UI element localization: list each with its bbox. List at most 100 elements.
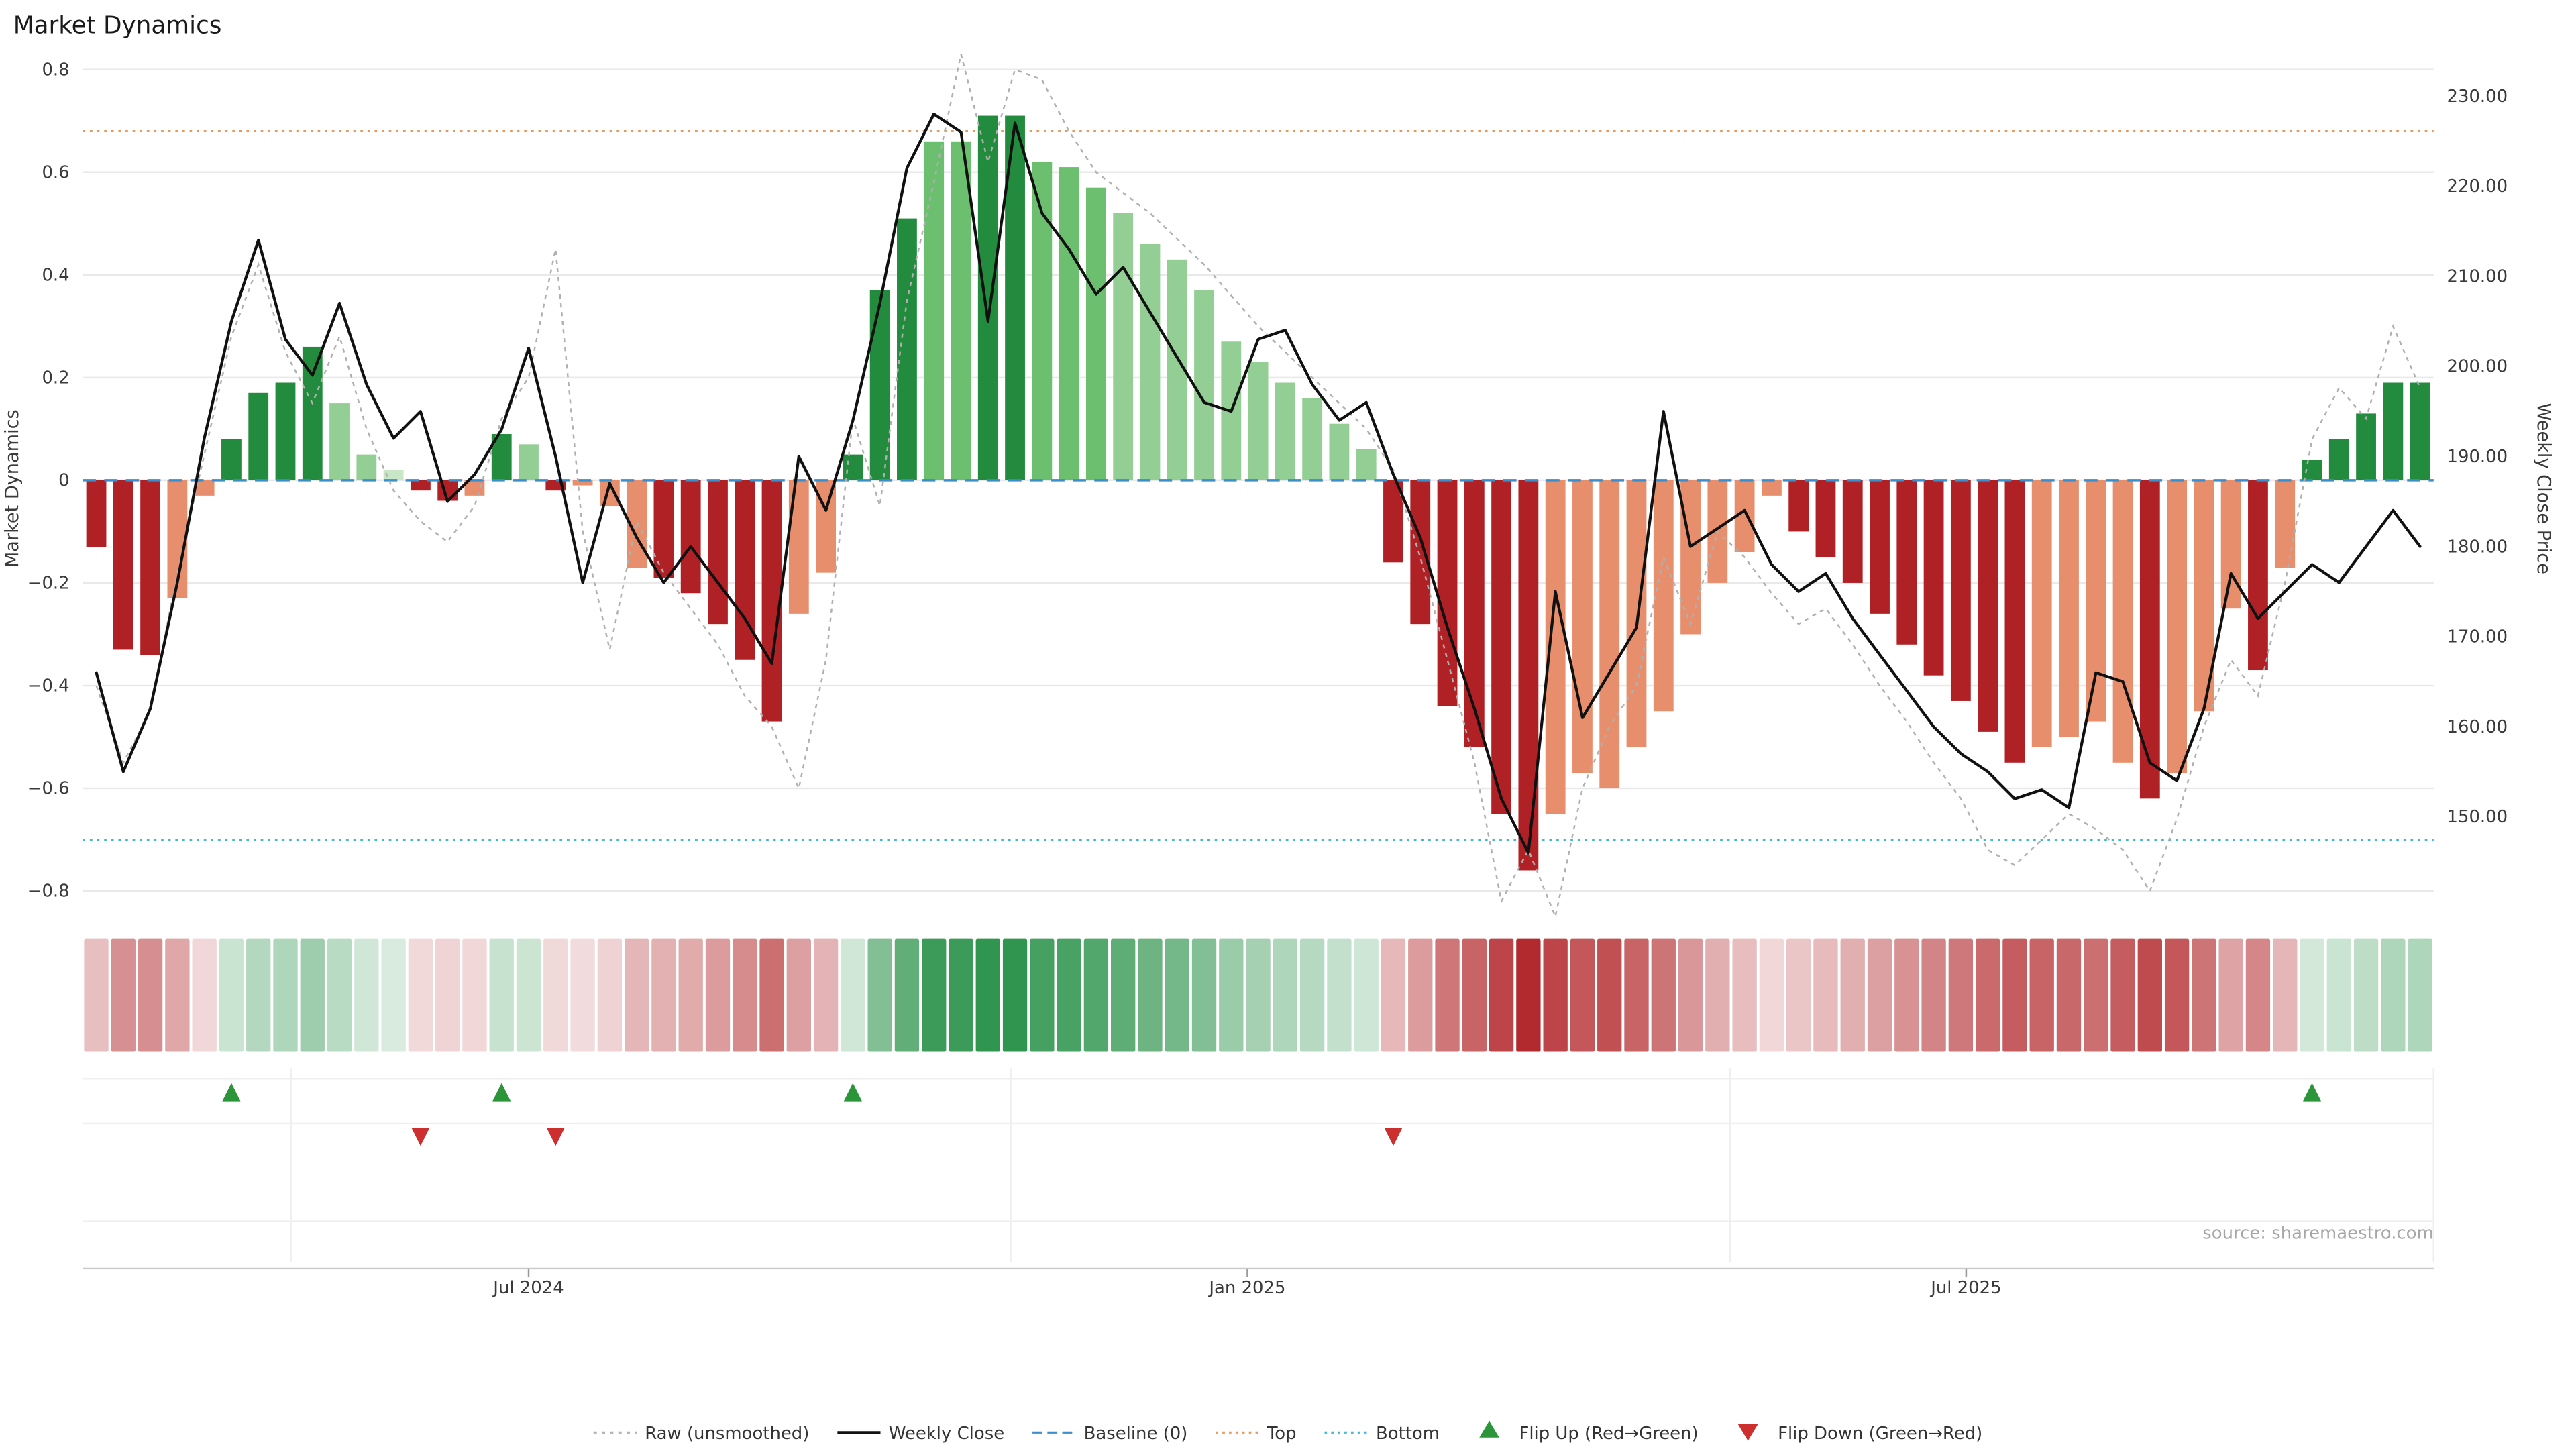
heatmap-cell [1597, 938, 1622, 1052]
heatmap-cell [1867, 938, 1892, 1052]
heatmap-cell [813, 938, 839, 1052]
heatmap-cell [165, 938, 190, 1052]
heatmap-cell [2300, 938, 2324, 1052]
dynamics-bar [1059, 167, 1079, 480]
dynamics-bar [1140, 244, 1161, 480]
dynamics-bars-layer [86, 115, 2430, 871]
heatmap-cell [1840, 938, 1865, 1052]
dynamics-bar [2004, 480, 2025, 763]
heatmap-cell [1489, 938, 1514, 1052]
flip-up-triangle-icon [1479, 1421, 1499, 1438]
heatmap-cell [1327, 938, 1352, 1052]
legend-label: Weekly Close [889, 1424, 1004, 1444]
heatmap-cell [2218, 938, 2243, 1052]
right-tick-label: 200.00 [2447, 357, 2508, 377]
dynamics-bar [897, 218, 917, 480]
dynamics-bar [1329, 423, 1350, 480]
dynamics-bar [140, 480, 160, 655]
heatmap-cell [1921, 938, 1946, 1052]
heatmap-cell [435, 938, 460, 1052]
source-note: source: sharemaestro.com [2202, 1223, 2434, 1243]
x-tick-label: Jul 2024 [492, 1278, 564, 1298]
heatmap-cell [219, 938, 244, 1052]
dynamics-bar [1464, 480, 1485, 747]
right-axis-title: Weekly Close Price [2533, 403, 2554, 574]
dynamics-bar [2086, 480, 2106, 722]
heatmap-cell [1516, 938, 1541, 1052]
dynamics-bar [86, 480, 107, 547]
heatmap-cell [1273, 938, 1298, 1052]
right-tick-label: 230.00 [2447, 87, 2508, 107]
heatmap-cell [1678, 938, 1703, 1052]
x-tick-label: Jan 2025 [1208, 1278, 1285, 1298]
heatmap-cell [273, 938, 298, 1052]
dynamics-bar [2167, 480, 2188, 773]
x-tick-label: Jul 2025 [1929, 1278, 2001, 1298]
dynamics-bar [1437, 480, 1458, 706]
dynamics-bar [2356, 413, 2376, 480]
legend-label: Bottom [1376, 1424, 1440, 1444]
heatmap-cell [1191, 938, 1217, 1052]
heatmap-cell [2164, 938, 2190, 1052]
heatmap-cell [381, 938, 406, 1052]
heatmap-cell [1462, 938, 1487, 1052]
heatmap-cell [841, 938, 865, 1052]
dynamics-bar [1194, 290, 1214, 480]
dynamics-bar [1653, 480, 1674, 712]
dynamics-bar [356, 454, 377, 480]
heatmap-cell [1246, 938, 1271, 1052]
dynamics-bar [221, 439, 241, 480]
legend: Raw (unsmoothed) Weekly Close Baseline (0)… [593, 1421, 1982, 1444]
dynamics-bar [2112, 480, 2133, 763]
dynamics-bar [329, 403, 350, 480]
reference-lines [83, 130, 2434, 841]
left-tick-label: 0.4 [42, 265, 69, 285]
dynamics-bar [1842, 480, 1863, 583]
heatmap-cell [1732, 938, 1757, 1052]
dynamics-bar [1113, 213, 1134, 480]
heatmap-cell [1030, 938, 1055, 1052]
left-tick-label: −0.4 [28, 676, 70, 696]
legend-label: Flip Up (Red→Green) [1519, 1424, 1698, 1444]
dynamics-bar [1680, 480, 1701, 635]
dynamics-bar [735, 480, 755, 660]
dynamics-bar [519, 444, 539, 480]
heatmap-cell [1948, 938, 1974, 1052]
left-axis-ticks: 0.8 0.6 0.4 0.2 0 −0.2 −0.4 −0.6 −0.8 [28, 60, 70, 901]
heatmap-cell [192, 938, 217, 1052]
right-tick-label: 170.00 [2447, 627, 2508, 647]
heatmap-cell [894, 938, 920, 1052]
heatmap-cell [975, 938, 1000, 1052]
heatmap-cell [2110, 938, 2135, 1052]
heatmap-cell [1705, 938, 1730, 1052]
dynamics-bar [1085, 187, 1106, 480]
heatmap-cell [1894, 938, 1919, 1052]
dynamics-bar [951, 141, 971, 480]
dynamics-bar [113, 480, 133, 650]
heatmap-cell [1138, 938, 1163, 1052]
raw-line-path [95, 54, 2421, 920]
left-axis-title: Market Dynamics [2, 409, 23, 568]
dynamics-bar [1626, 480, 1647, 747]
dynamics-bar [2059, 480, 2079, 737]
flip-down-markers [411, 1128, 1403, 1146]
heatmap-cell [354, 938, 379, 1052]
heatmap-cell [1759, 938, 1784, 1052]
heatmap-cell [516, 938, 541, 1052]
flip-down-triangle-icon [546, 1128, 565, 1146]
heatmap-strip [84, 938, 2432, 1052]
flip-up-triangle-icon [492, 1083, 511, 1102]
heatmap-cell [1975, 938, 2000, 1052]
dynamics-bar [1410, 480, 1431, 625]
dynamics-bar [2302, 460, 2322, 480]
heatmap-cell [867, 938, 892, 1052]
heatmap-cell [2326, 938, 2351, 1052]
dynamics-bar [680, 480, 701, 594]
heatmap-cell [543, 938, 568, 1052]
flip-down-triangle-icon [1384, 1128, 1403, 1146]
dynamics-bar [2410, 382, 2430, 480]
dynamics-bar [2031, 480, 2052, 747]
heatmap-cell [1299, 938, 1325, 1052]
heatmap-cell [84, 938, 109, 1052]
dynamics-bar [977, 115, 998, 480]
